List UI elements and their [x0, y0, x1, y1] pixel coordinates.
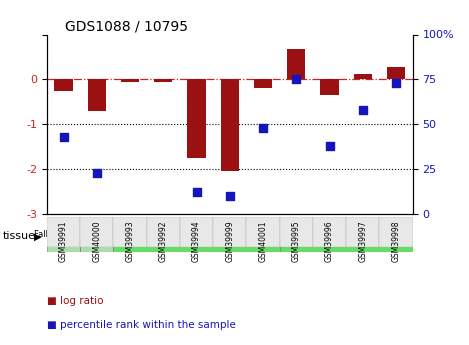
Bar	[379, 217, 413, 247]
Point	[393, 80, 400, 86]
Bar	[47, 217, 80, 252]
Bar	[80, 217, 113, 252]
Text: Heart: Heart	[179, 228, 214, 241]
Bar	[280, 217, 413, 252]
Text: GSM39992: GSM39992	[159, 220, 168, 262]
Point	[193, 190, 200, 195]
Point	[359, 107, 367, 112]
Text: Thyroid: Thyroid	[323, 228, 370, 241]
Text: tissue: tissue	[2, 231, 35, 241]
Bar	[113, 217, 280, 252]
Point	[60, 134, 67, 139]
Bar	[80, 217, 113, 247]
Point	[326, 143, 333, 148]
Text: ■ log ratio: ■ log ratio	[47, 296, 103, 306]
Bar	[121, 79, 139, 82]
Text: GDS1088 / 10795: GDS1088 / 10795	[65, 19, 188, 33]
Bar	[313, 217, 346, 247]
Bar	[280, 217, 413, 252]
Bar	[387, 67, 405, 79]
Text: Gallbla
dder: Gallbla dder	[82, 225, 112, 244]
Bar	[47, 217, 80, 247]
Bar	[254, 79, 272, 88]
Bar	[280, 217, 313, 247]
Bar	[220, 79, 239, 171]
Text: GSM40000: GSM40000	[92, 220, 101, 262]
Bar	[320, 79, 339, 95]
Bar	[346, 217, 379, 247]
Text: GSM40001: GSM40001	[258, 220, 268, 262]
Bar	[246, 217, 280, 247]
Bar	[54, 79, 73, 91]
Bar	[113, 217, 280, 252]
Text: ■ percentile rank within the sample: ■ percentile rank within the sample	[47, 320, 236, 330]
Bar	[213, 217, 246, 247]
Bar	[113, 217, 147, 247]
Bar	[287, 49, 305, 79]
Text: GSM39993: GSM39993	[126, 220, 135, 262]
Bar	[88, 79, 106, 111]
Bar	[147, 217, 180, 247]
Bar	[47, 217, 80, 252]
Point	[293, 77, 300, 82]
Point	[93, 170, 100, 175]
Text: GSM39995: GSM39995	[292, 220, 301, 262]
Point	[259, 125, 267, 130]
Text: GSM39996: GSM39996	[325, 220, 334, 262]
Bar	[354, 74, 372, 79]
Text: GSM39997: GSM39997	[358, 220, 367, 262]
Bar	[180, 217, 213, 247]
Text: GSM39998: GSM39998	[392, 220, 401, 262]
Text: GSM39999: GSM39999	[225, 220, 234, 262]
Bar	[188, 79, 206, 158]
Text: Fallopian tube: Fallopian tube	[34, 230, 93, 239]
Text: ▶: ▶	[34, 231, 41, 241]
Point	[226, 193, 234, 199]
Text: GSM39994: GSM39994	[192, 220, 201, 262]
Bar	[154, 79, 173, 82]
Text: GSM39991: GSM39991	[59, 220, 68, 262]
Bar	[80, 217, 113, 252]
